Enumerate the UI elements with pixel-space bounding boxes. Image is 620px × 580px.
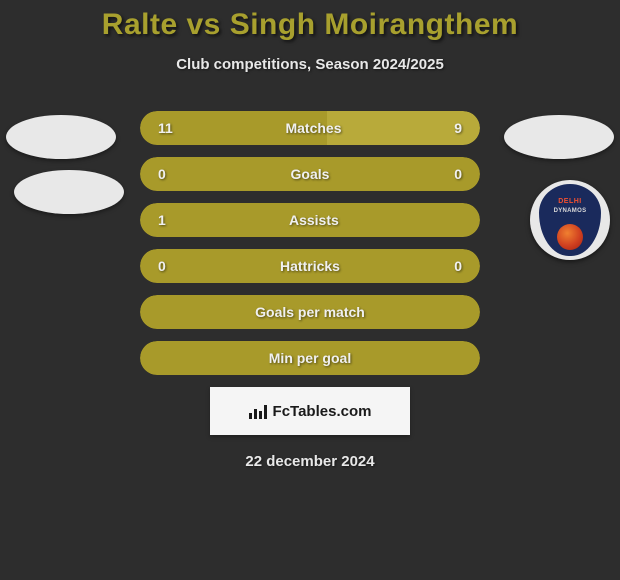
- brand-text: FcTables.com: [273, 403, 372, 420]
- stat-label: Assists: [289, 212, 339, 228]
- stat-row: Min per goal: [140, 341, 480, 375]
- brand-chart-icon: [249, 403, 269, 419]
- page-title: Ralte vs Singh Moirangthem: [0, 8, 620, 42]
- stat-right-value: 9: [454, 120, 462, 136]
- stat-right-value: 0: [454, 258, 462, 274]
- stat-left-value: 0: [158, 258, 166, 274]
- stat-row: 1 Assists: [140, 203, 480, 237]
- stat-left-value: 1: [158, 212, 166, 228]
- brand-box: FcTables.com: [210, 387, 410, 435]
- stat-label: Matches: [285, 120, 341, 136]
- stats-bars: 11 Matches 9 0 Goals 0 1 Assists 0 Hattricks 0 Goal…: [0, 111, 620, 375]
- stat-right-value: 0: [454, 166, 462, 182]
- card-root: Ralte vs Singh Moirangthem Club competit…: [0, 0, 620, 470]
- stat-label: Goals per match: [255, 304, 365, 320]
- stat-label: Goals: [291, 166, 330, 182]
- stat-left-value: 11: [158, 120, 173, 136]
- stat-label: Min per goal: [269, 350, 351, 366]
- date-label: 22 december 2024: [0, 453, 620, 470]
- stat-row: 0 Goals 0: [140, 157, 480, 191]
- stat-row: Goals per match: [140, 295, 480, 329]
- stat-row: 0 Hattricks 0: [140, 249, 480, 283]
- stat-left-value: 0: [158, 166, 166, 182]
- stat-label: Hattricks: [280, 258, 340, 274]
- stat-row: 11 Matches 9: [140, 111, 480, 145]
- subtitle: Club competitions, Season 2024/2025: [0, 56, 620, 73]
